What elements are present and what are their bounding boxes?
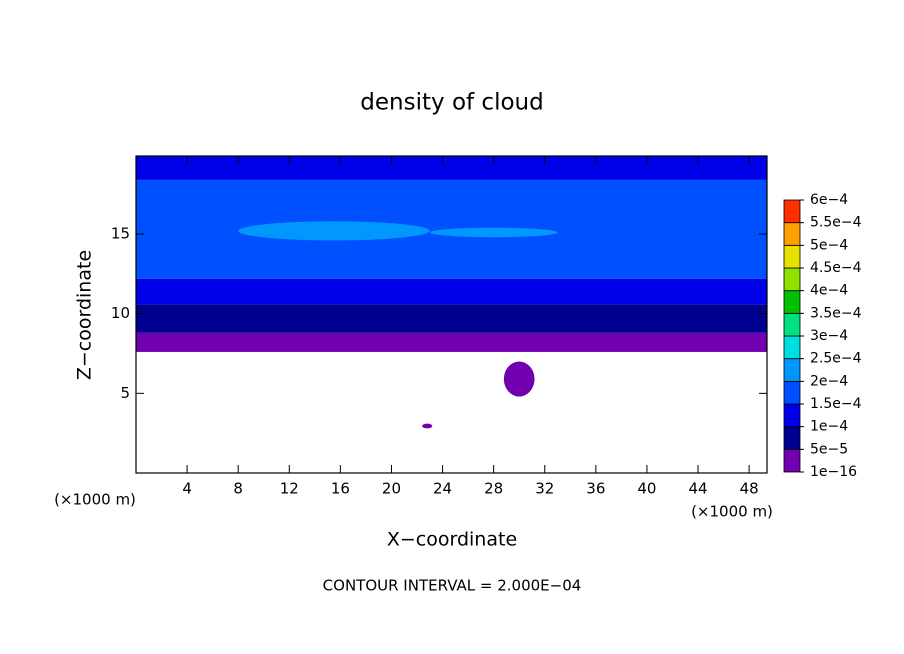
colorbar-label: 6e−4 xyxy=(810,192,848,208)
colorbar-box xyxy=(783,290,801,314)
colorbar-box xyxy=(783,312,801,337)
contour-blob xyxy=(503,361,535,397)
colorbar-box xyxy=(783,380,801,405)
plot-frame xyxy=(135,155,768,474)
colorbar-box xyxy=(783,222,801,246)
x-tick-label: 24 xyxy=(433,480,452,498)
contour-blob xyxy=(429,227,558,238)
colorbar-label: 2e−4 xyxy=(810,373,848,389)
colorbar-label: 1.5e−4 xyxy=(810,396,862,412)
contour-blob xyxy=(238,221,430,241)
colorbar-box xyxy=(783,244,801,269)
x-tick-label: 48 xyxy=(740,480,759,498)
contour-blob xyxy=(422,423,433,429)
colorbar-label: 5.5e−4 xyxy=(810,215,862,231)
x-tick-label: 44 xyxy=(688,480,707,498)
chart-title: density of cloud xyxy=(360,90,543,116)
colorbar-label: 4e−4 xyxy=(810,283,848,299)
colorbar-box xyxy=(783,426,801,450)
colorbar-label: 5e−5 xyxy=(810,441,848,457)
colorbar-label: 1e−16 xyxy=(810,464,857,480)
x-tick-label: 12 xyxy=(280,480,299,498)
x-tick-label: 16 xyxy=(331,480,350,498)
unit-label: (×1000 m) xyxy=(691,503,773,521)
y-tick-label: 5 xyxy=(120,384,130,402)
colorbar-box xyxy=(783,358,801,382)
unit-label: (×1000 m) xyxy=(54,491,136,509)
y-tick-label: 15 xyxy=(111,225,130,243)
colorbar-label: 2.5e−4 xyxy=(810,351,862,367)
y-axis-label: Z−coordinate xyxy=(74,250,96,380)
contour-band xyxy=(136,156,767,180)
contour-band xyxy=(136,278,767,305)
colorbar-box xyxy=(783,267,801,292)
contour-band xyxy=(136,304,767,333)
colorbar-box xyxy=(783,199,801,224)
colorbar-label: 3e−4 xyxy=(810,328,848,344)
colorbar-box xyxy=(783,448,801,473)
note: CONTOUR INTERVAL = 2.000E−04 xyxy=(323,577,582,595)
colorbar-label: 1e−4 xyxy=(810,419,848,435)
colorbar-label: 3.5e−4 xyxy=(810,305,862,321)
y-tick-label: 10 xyxy=(111,304,130,322)
x-tick-label: 20 xyxy=(382,480,401,498)
colorbar-label: 4.5e−4 xyxy=(810,260,862,276)
x-tick-label: 28 xyxy=(484,480,503,498)
contour-band xyxy=(136,332,767,352)
x-tick-label: 36 xyxy=(586,480,605,498)
x-axis-label: X−coordinate xyxy=(387,529,517,551)
x-tick-label: 8 xyxy=(233,480,243,498)
x-tick-label: 4 xyxy=(182,480,192,498)
colorbar-box xyxy=(783,403,801,428)
x-tick-label: 32 xyxy=(535,480,554,498)
colorbar-box xyxy=(783,335,801,360)
colorbar-label: 5e−4 xyxy=(810,237,848,253)
x-tick-label: 40 xyxy=(637,480,656,498)
